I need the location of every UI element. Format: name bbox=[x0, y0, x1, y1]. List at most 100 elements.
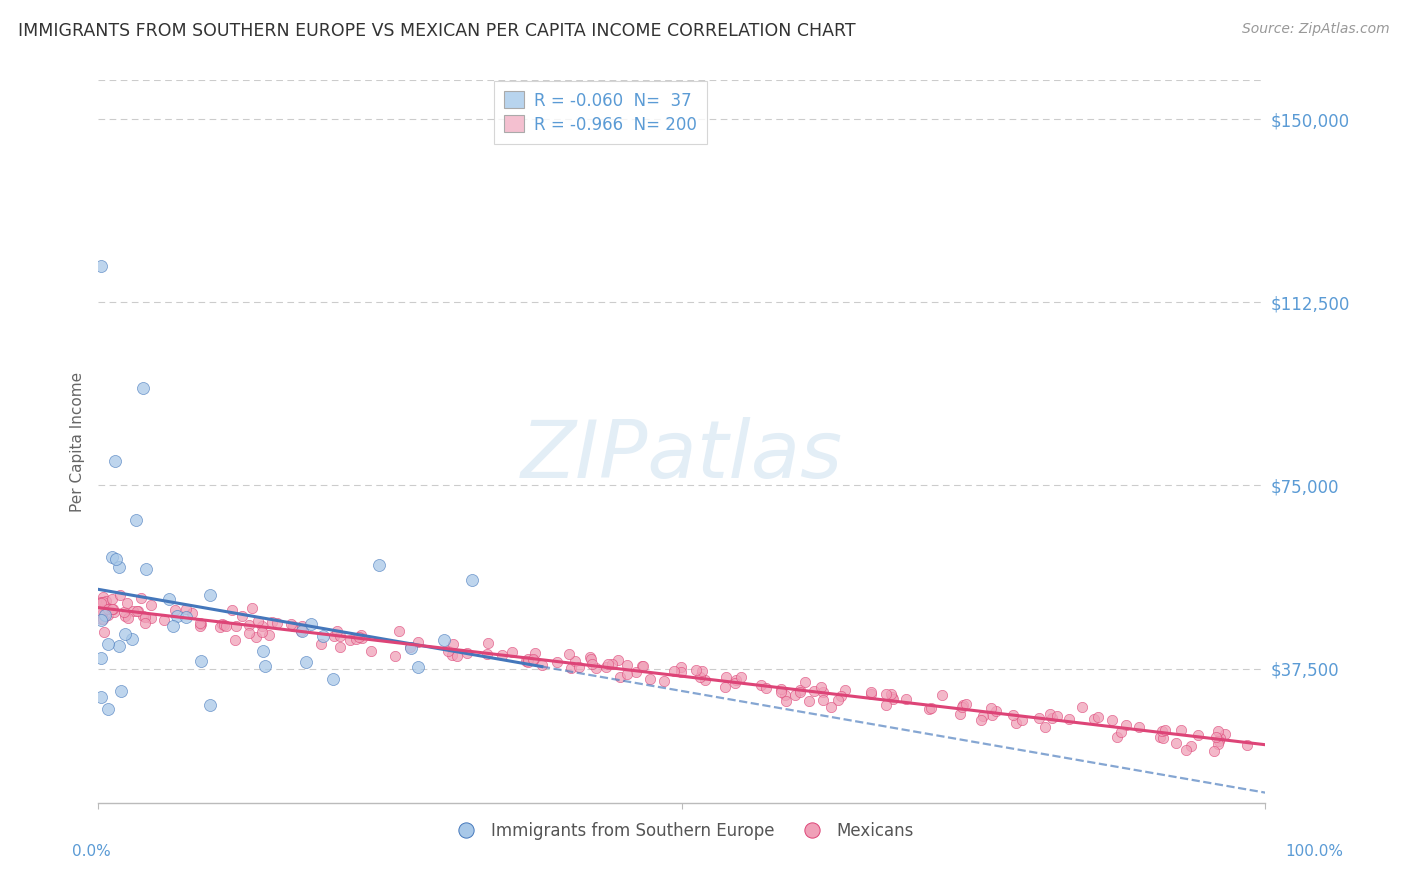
Point bbox=[1153, 723, 1175, 737]
Point bbox=[820, 700, 842, 714]
Point bbox=[280, 617, 302, 632]
Point bbox=[153, 613, 176, 627]
Point bbox=[311, 637, 333, 651]
Point bbox=[523, 646, 546, 660]
Point bbox=[789, 683, 811, 698]
Point bbox=[600, 657, 623, 672]
Text: 100.0%: 100.0% bbox=[1285, 845, 1344, 859]
Point bbox=[406, 660, 429, 674]
Point bbox=[131, 381, 153, 395]
Point bbox=[127, 604, 149, 618]
Point bbox=[690, 664, 713, 678]
Point bbox=[281, 618, 304, 632]
Point bbox=[803, 683, 825, 698]
Point bbox=[616, 666, 638, 681]
Point bbox=[1152, 731, 1174, 746]
Point bbox=[399, 640, 422, 654]
Point bbox=[606, 653, 628, 667]
Point bbox=[1033, 720, 1056, 734]
Point bbox=[121, 632, 143, 647]
Point bbox=[101, 592, 124, 607]
Point bbox=[811, 685, 834, 699]
Point bbox=[221, 602, 243, 616]
Point bbox=[860, 687, 883, 701]
Point bbox=[1213, 727, 1236, 741]
Point bbox=[662, 664, 685, 678]
Point bbox=[93, 624, 115, 639]
Point bbox=[129, 591, 152, 605]
Point bbox=[860, 685, 883, 699]
Point bbox=[882, 692, 904, 706]
Point bbox=[522, 653, 544, 667]
Point bbox=[501, 645, 523, 659]
Point bbox=[827, 693, 849, 707]
Point bbox=[972, 709, 994, 723]
Point bbox=[114, 609, 136, 624]
Point bbox=[446, 648, 468, 663]
Point bbox=[134, 616, 156, 631]
Point bbox=[200, 588, 222, 602]
Point bbox=[94, 594, 117, 608]
Point bbox=[259, 628, 281, 642]
Point bbox=[250, 618, 273, 632]
Point bbox=[97, 607, 120, 622]
Point bbox=[880, 687, 903, 701]
Point bbox=[90, 594, 112, 608]
Point bbox=[91, 591, 114, 605]
Point bbox=[1046, 709, 1069, 723]
Point bbox=[339, 632, 361, 647]
Point bbox=[477, 636, 499, 650]
Point bbox=[1040, 711, 1063, 725]
Point bbox=[94, 601, 117, 615]
Point bbox=[215, 619, 238, 633]
Point bbox=[190, 616, 212, 631]
Point bbox=[516, 652, 538, 666]
Point bbox=[90, 613, 112, 627]
Point bbox=[114, 627, 136, 641]
Point bbox=[725, 673, 748, 687]
Point bbox=[581, 657, 603, 671]
Point bbox=[190, 654, 212, 668]
Point bbox=[585, 661, 607, 675]
Point bbox=[240, 600, 263, 615]
Point bbox=[166, 609, 188, 624]
Point bbox=[299, 616, 322, 631]
Point bbox=[90, 651, 112, 665]
Point bbox=[579, 652, 602, 666]
Point bbox=[516, 655, 538, 669]
Point bbox=[90, 259, 112, 273]
Point bbox=[141, 599, 163, 613]
Point bbox=[312, 629, 335, 643]
Point bbox=[104, 454, 127, 468]
Point bbox=[1083, 712, 1105, 726]
Point bbox=[579, 650, 602, 665]
Point bbox=[368, 558, 391, 572]
Point bbox=[516, 653, 538, 667]
Point bbox=[931, 689, 953, 703]
Point bbox=[950, 700, 973, 714]
Point bbox=[103, 602, 125, 616]
Point bbox=[515, 654, 537, 668]
Point bbox=[384, 648, 406, 663]
Point bbox=[810, 681, 832, 695]
Point bbox=[1166, 736, 1188, 750]
Point bbox=[785, 689, 807, 703]
Point bbox=[671, 660, 693, 674]
Point bbox=[97, 602, 120, 616]
Point bbox=[749, 678, 772, 692]
Point bbox=[91, 612, 114, 626]
Point bbox=[1128, 720, 1150, 734]
Point bbox=[1208, 734, 1230, 748]
Point bbox=[112, 605, 135, 619]
Point bbox=[522, 652, 544, 666]
Point bbox=[918, 702, 941, 716]
Point bbox=[436, 644, 458, 658]
Point bbox=[1087, 710, 1109, 724]
Point bbox=[260, 615, 283, 630]
Point bbox=[595, 659, 617, 673]
Point bbox=[461, 574, 484, 588]
Point bbox=[252, 624, 274, 639]
Point bbox=[596, 657, 619, 672]
Point bbox=[107, 560, 129, 574]
Point bbox=[211, 616, 233, 631]
